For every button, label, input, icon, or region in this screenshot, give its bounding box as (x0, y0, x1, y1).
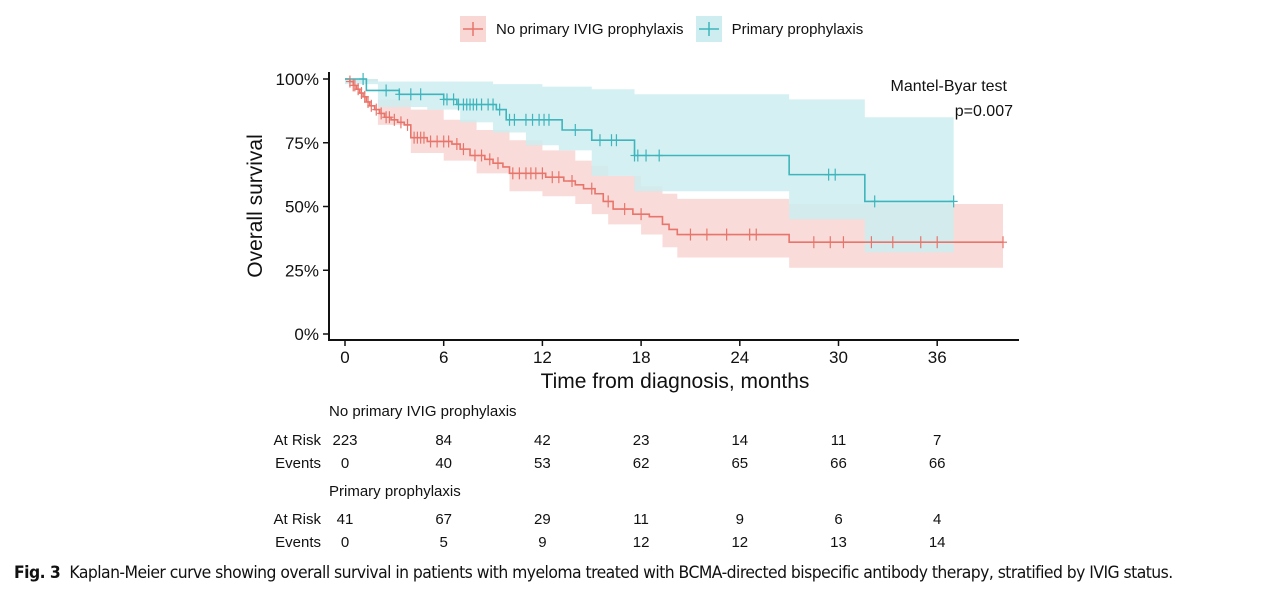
risk-table-cell: 223 (332, 432, 358, 449)
risk-table-cell: 66 (928, 455, 946, 472)
x-tick-label: 30 (829, 348, 848, 367)
risk-table-cell: 6 (834, 511, 843, 528)
risk-table-cell: 9 (735, 511, 744, 528)
risk-table-cell: 5 (439, 534, 448, 551)
risk-table-cell: 62 (632, 455, 650, 472)
y-tick-label: 100% (276, 70, 319, 89)
test-name-annotation: Mantel-Byar test (891, 78, 1008, 95)
y-tick-label: 0% (294, 325, 319, 344)
legend-key-primary (695, 16, 722, 42)
risk-table-cell: 66 (830, 455, 847, 472)
risk-table-cell: 11 (830, 432, 847, 449)
x-tick-label: 18 (632, 348, 651, 367)
x-tick-label: 12 (533, 348, 552, 367)
risk-table-cell: 84 (435, 432, 453, 449)
survival-line-0 (345, 78, 1003, 243)
risk-table-cell: 23 (632, 432, 650, 449)
y-tick-label: 25% (285, 261, 319, 280)
legend-label-no-ivig: No primary IVIG prophylaxis (496, 20, 684, 38)
risk-table-cell: 14 (731, 432, 749, 449)
km-chart: 0% 25% 50% 75% 100% 0 6 12 18 24 30 36 Overall sur… (244, 70, 1019, 393)
x-tick-label: 36 (928, 348, 947, 367)
censor-marks (345, 73, 1007, 249)
ci-band-0 (345, 79, 1003, 268)
risk-table-cell: 53 (534, 455, 551, 472)
y-tick-label: 75% (285, 134, 319, 153)
risk-table-cell: 41 (336, 511, 354, 528)
confidence-bands (345, 79, 1003, 268)
risk-group-title-primary: Primary prophylaxis (329, 483, 461, 500)
legend-label-primary: Primary prophylaxis (731, 20, 864, 38)
risk-table-cell: 42 (534, 432, 551, 449)
legend: No primary IVIG prophylaxis Primary prop… (460, 16, 875, 42)
risk-table-cell: 65 (731, 455, 749, 472)
risk-table-cell: 0 (340, 534, 350, 551)
y-tick-label: 50% (285, 198, 319, 217)
risk-row-label-at-risk: At Risk (273, 432, 321, 449)
risk-table-cell: 67 (435, 511, 453, 528)
risk-group-title-no-ivig: No primary IVIG prophylaxis (329, 403, 517, 420)
figure-label: Fig. 3 (14, 563, 61, 583)
risk-table-cell: 0 (340, 455, 350, 472)
x-tick-label: 0 (340, 348, 349, 367)
risk-table-cell: 11 (633, 511, 649, 528)
risk-table-cell: 7 (933, 432, 942, 449)
risk-table-cell: 12 (632, 534, 650, 551)
risk-table-cell: 13 (830, 534, 847, 551)
risk-row-label-events: Events (275, 455, 321, 472)
x-tick-label: 6 (439, 348, 448, 367)
figure-caption-text: Kaplan-Meier curve showing overall survi… (69, 563, 1173, 583)
risk-table-cell: 12 (731, 534, 749, 551)
risk-table-cell: 9 (538, 534, 547, 551)
risk-table-cell: 4 (933, 511, 942, 528)
risk-table-cell: 40 (435, 455, 453, 472)
y-axis-label: Overall survival (244, 134, 267, 278)
risk-row-label-at-risk: At Risk (273, 511, 321, 528)
ci-band-1 (345, 79, 954, 253)
x-ticks: 0 6 12 18 24 30 36 (340, 340, 947, 367)
figure-caption: Fig. 3 Kaplan-Meier curve showing overall… (14, 563, 1250, 583)
risk-table-cell: 29 (534, 511, 551, 528)
legend-key-no-ivig (460, 16, 486, 42)
x-axis-label: Time from diagnosis, months (541, 370, 810, 393)
risk-table-cell: 14 (928, 534, 946, 551)
y-ticks: 0% 25% 50% 75% 100% (276, 70, 329, 344)
x-tick-label: 24 (730, 348, 749, 367)
risk-row-label-events: Events (275, 534, 321, 551)
p-value-annotation: p=0.007 (955, 103, 1013, 120)
